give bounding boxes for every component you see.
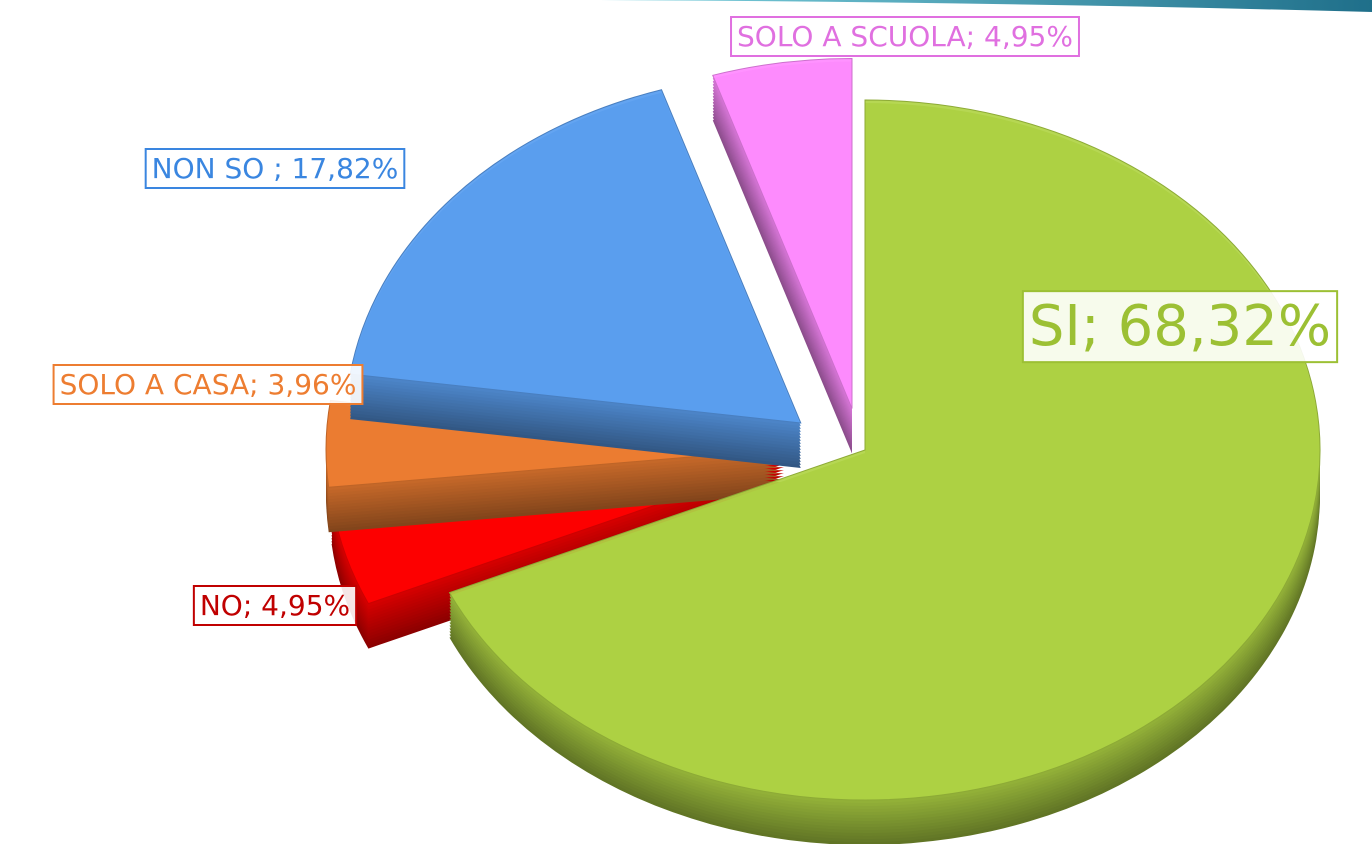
slice (349, 89, 802, 424)
data-label-box (1021, 290, 1339, 364)
slices (325, 58, 1321, 845)
top-bar (600, 0, 1372, 12)
data-label: SOLO A CASA; 3,96% (60, 368, 357, 401)
data-label-box (192, 585, 358, 626)
labels: SI; 68,32% NO; 4,95% SOLO A CASA; 3,96% NON… (52, 16, 1339, 626)
data-label: NON SO ; 17,82% (152, 152, 399, 185)
data-label: SOLO A SCUOLA; 4,95% (737, 20, 1073, 53)
data-label-box (52, 364, 364, 405)
data-label: NO; 4,95% (200, 589, 350, 622)
data-label-box (730, 16, 1080, 57)
slice (448, 99, 1321, 801)
slice (712, 58, 853, 409)
data-label-box (144, 148, 406, 189)
data-label: SI; 68,32% (1029, 294, 1331, 359)
